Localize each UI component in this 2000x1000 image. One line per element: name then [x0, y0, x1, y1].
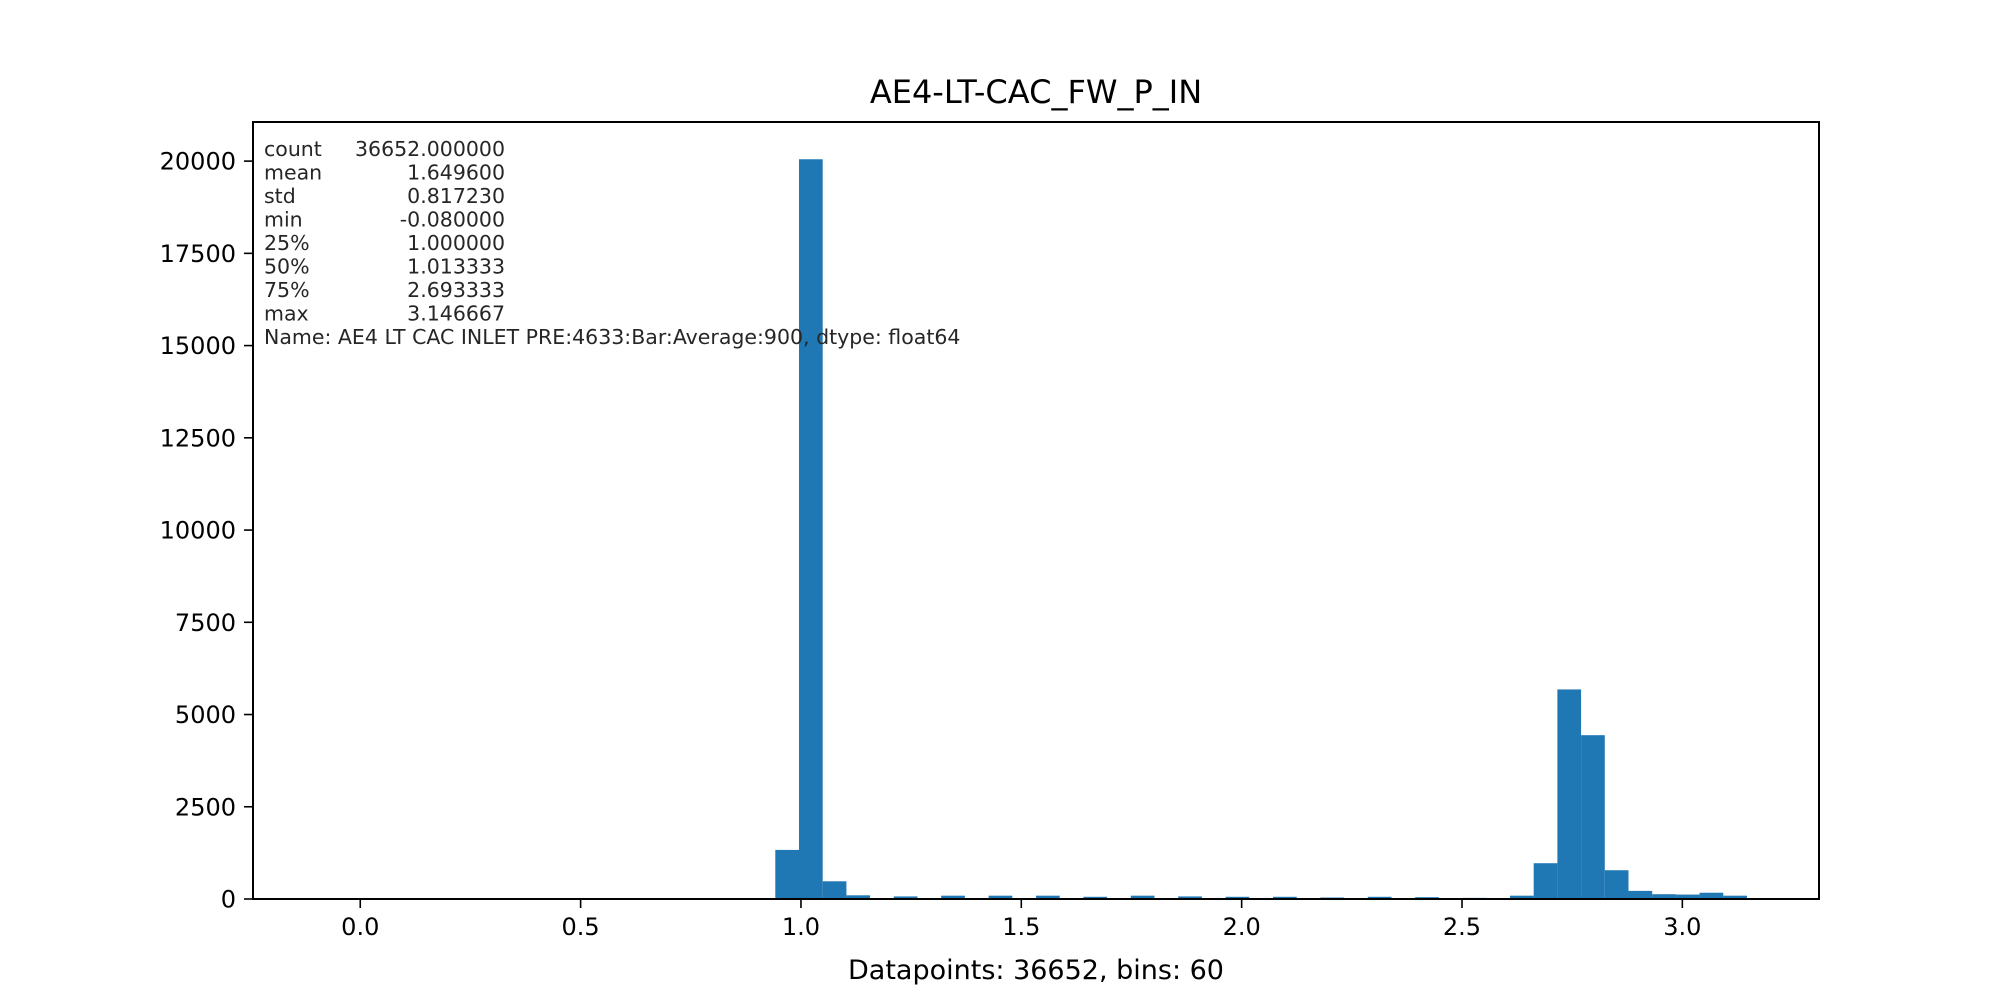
stats-key: std: [264, 184, 296, 208]
histogram-bar: [846, 895, 871, 899]
stats-value: 3.146667: [407, 302, 505, 326]
y-tick-label: 20000: [160, 148, 236, 176]
histogram-bar: [1178, 896, 1202, 899]
stats-footer: Name: AE4 LT CAC INLET PRE:4633:Bar:Aver…: [264, 325, 960, 349]
histogram-bar: [1272, 896, 1297, 899]
stats-key: max: [264, 302, 309, 326]
histogram-bar: [1723, 895, 1747, 899]
x-tick-label: 1.5: [1002, 913, 1040, 941]
histogram-bar: [1628, 890, 1653, 899]
stats-key: mean: [264, 161, 322, 185]
stats-value: 2.693333: [407, 278, 505, 302]
x-axis: 0.0 0.5 1.0 1.5 2.0 2.5 3.0: [341, 899, 1701, 941]
x-tick-label: 0.0: [341, 913, 379, 941]
histogram-bar: [1083, 896, 1108, 899]
x-tick-label: 3.0: [1663, 913, 1701, 941]
stats-value: 1.013333: [407, 255, 505, 279]
stats-annotation: count 36652.000000 mean 1.649600 std 0.817230…: [264, 137, 960, 349]
stats-value: 1.649600: [407, 161, 505, 185]
y-tick-label: 15000: [160, 332, 236, 360]
histogram-bar: [1581, 735, 1605, 899]
histogram-bar: [1533, 863, 1558, 899]
y-tick-label: 10000: [160, 517, 236, 545]
histogram-bar: [1225, 896, 1250, 899]
stats-value: 1.000000: [407, 231, 505, 255]
stats-value: 36652.000000: [355, 137, 505, 161]
histogram-bar: [988, 895, 1013, 899]
chart-title: AE4-LT-CAC_FW_P_IN: [870, 73, 1202, 111]
stats-key: 25%: [264, 231, 310, 255]
y-tick-label: 7500: [175, 609, 236, 637]
x-tick-label: 2.5: [1443, 913, 1481, 941]
stats-value: 0.817230: [407, 184, 505, 208]
y-tick-label: 0: [221, 886, 236, 914]
histogram-bar: [1699, 892, 1724, 899]
histogram-bar: [1035, 895, 1060, 899]
x-tick-label: 2.0: [1223, 913, 1261, 941]
histogram-bar: [1367, 896, 1392, 899]
histogram-bar: [1130, 895, 1155, 899]
stats-key: 75%: [264, 278, 310, 302]
histogram-bar: [1675, 894, 1700, 899]
histogram-bar: [798, 159, 823, 899]
histogram-bar: [1604, 870, 1629, 899]
x-tick-label: 1.0: [782, 913, 820, 941]
y-tick-label: 2500: [175, 793, 236, 821]
plot-frame: [252, 121, 1820, 900]
stats-key: 50%: [264, 255, 310, 279]
stats-key: count: [264, 137, 322, 161]
y-axis: 0 2500 5000 7500 10000 12500 15000 17500 20000: [160, 148, 253, 914]
y-tick-label: 12500: [160, 424, 236, 452]
histogram-bar: [1557, 689, 1582, 899]
stats-value: -0.080000: [400, 208, 505, 232]
stats-key: min: [264, 208, 303, 232]
bars-group: [775, 159, 1747, 899]
histogram-bar: [893, 896, 918, 899]
x-tick-label: 0.5: [562, 913, 600, 941]
histogram-bar: [1652, 894, 1676, 899]
histogram-bar: [941, 895, 965, 899]
x-axis-label: Datapoints: 36652, bins: 60: [848, 955, 1224, 986]
histogram-bar: [775, 849, 799, 899]
histogram-bar: [822, 881, 847, 899]
histogram-bar: [1509, 895, 1534, 899]
y-tick-label: 17500: [160, 240, 236, 268]
y-tick-label: 5000: [175, 701, 236, 729]
